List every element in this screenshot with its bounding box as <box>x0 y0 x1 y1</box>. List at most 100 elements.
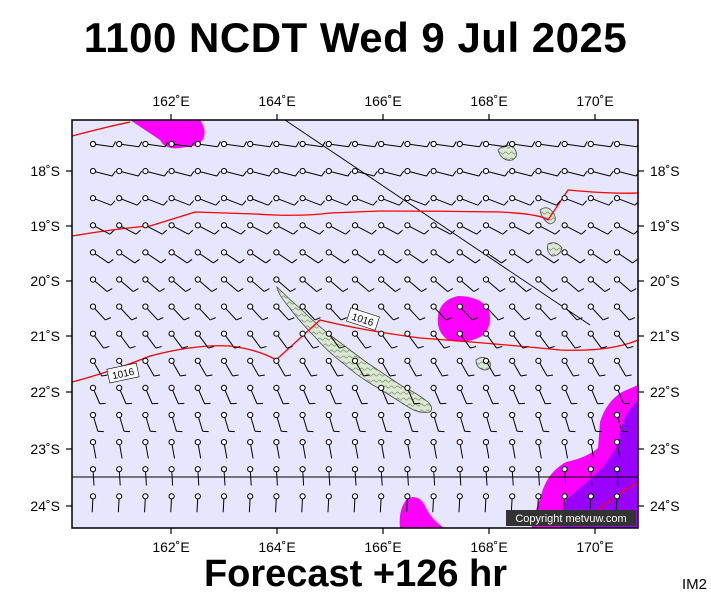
wind-barb <box>220 357 239 377</box>
wind-barb <box>561 140 588 148</box>
wind-barb <box>299 303 321 321</box>
wind-barb <box>561 466 568 486</box>
wind-barb <box>378 303 400 321</box>
wind-barb <box>142 249 167 264</box>
forecast-label: Forecast +126 hr <box>203 553 508 595</box>
wind-barb <box>351 276 375 292</box>
wind-barb <box>273 249 298 264</box>
lat-tick-label-left: 18˚S <box>30 163 60 179</box>
wind-barb <box>299 439 306 459</box>
wind-barb <box>509 330 529 349</box>
wind-barb <box>535 222 561 235</box>
wind-barb <box>325 276 349 292</box>
wind-barb <box>325 303 347 321</box>
wind-barb <box>168 168 195 177</box>
wind-barb <box>378 384 394 405</box>
wind-barb <box>273 330 293 349</box>
wind-barb <box>142 222 168 235</box>
wind-barb <box>247 195 273 206</box>
isobar-upper <box>72 189 638 237</box>
wind-barb <box>325 249 350 264</box>
wind-barb <box>168 330 189 349</box>
wind-barb <box>247 384 263 405</box>
wind-barb <box>378 249 402 264</box>
wind-barb <box>456 384 473 405</box>
wind-barb <box>587 303 609 321</box>
wind-barb <box>535 330 555 349</box>
wind-barb <box>587 384 604 405</box>
wind-barb <box>299 384 316 405</box>
wind-barb <box>142 276 165 292</box>
wind-barb <box>587 195 614 206</box>
wind-barb <box>613 222 638 235</box>
wind-barb <box>613 303 636 321</box>
wind-barb <box>325 330 346 349</box>
wind-barb <box>456 303 478 321</box>
track-line <box>284 120 591 326</box>
wind-barb <box>482 140 510 148</box>
wind-barb <box>299 493 306 513</box>
wind-barb <box>456 195 483 206</box>
wind-barb <box>613 195 638 206</box>
wind-barb <box>89 439 97 459</box>
wind-barb <box>116 493 123 513</box>
wind-barb <box>509 140 536 148</box>
copyright-box <box>506 510 636 526</box>
wind-barb <box>456 357 475 377</box>
wind-barb <box>247 168 274 177</box>
rain-area-north-center <box>437 296 490 342</box>
wind-barb <box>194 222 220 235</box>
wind-barb <box>456 330 477 349</box>
lat-tick-label-right: 22˚S <box>650 384 680 400</box>
wind-barb <box>299 222 325 235</box>
wind-barb <box>142 303 164 321</box>
wind-barb <box>220 276 244 292</box>
wind-barb <box>325 411 340 433</box>
lat-tick-label-right: 18˚S <box>650 163 680 179</box>
wind-barb <box>273 303 295 321</box>
wind-barb <box>561 222 587 235</box>
wind-barb <box>456 168 483 177</box>
lon-tick-label-top: 166˚E <box>364 93 401 109</box>
wind-barb <box>404 303 426 321</box>
wind-barb <box>89 276 113 292</box>
wind-barb <box>247 249 271 264</box>
isobar-northwest <box>72 121 131 137</box>
wind-barb <box>378 439 385 459</box>
lon-tick-label-bottom: 170˚E <box>576 539 613 555</box>
wind-barb <box>299 411 314 433</box>
wind-barb <box>430 195 457 206</box>
wind-barb <box>535 140 562 148</box>
lat-tick-label-left: 21˚S <box>30 328 60 344</box>
image-code: IM2 <box>682 576 708 593</box>
wind-barb <box>561 411 576 433</box>
wind-barb <box>378 411 393 433</box>
loyalty-island-3 <box>547 242 563 257</box>
wind-barb <box>561 330 582 349</box>
rain-area-northwest <box>130 120 205 149</box>
wind-barb <box>430 330 451 349</box>
wind-barb <box>351 222 377 235</box>
wind-barb <box>299 276 323 292</box>
lat-tick-label-right: 20˚S <box>650 273 680 289</box>
wind-barb <box>220 411 235 433</box>
wind-barb <box>561 168 588 177</box>
wind-barb <box>404 357 423 377</box>
wind-barb <box>535 249 560 264</box>
wind-barb <box>430 439 437 459</box>
wind-barb <box>220 195 247 206</box>
wind-barb <box>351 411 366 433</box>
wind-barb <box>613 276 637 292</box>
wind-barb <box>116 303 138 321</box>
wind-barb <box>378 493 385 513</box>
wind-barb <box>378 466 385 486</box>
wind-barb <box>142 439 149 459</box>
wind-barb <box>299 168 326 177</box>
lat-tick-label-left: 23˚S <box>30 441 60 457</box>
wind-barb <box>509 195 535 206</box>
wind-barb <box>89 411 104 433</box>
wind-barb <box>456 439 464 459</box>
lat-tick-label-left: 20˚S <box>30 273 60 289</box>
wind-barb <box>404 439 411 459</box>
wind-barb <box>430 222 456 235</box>
